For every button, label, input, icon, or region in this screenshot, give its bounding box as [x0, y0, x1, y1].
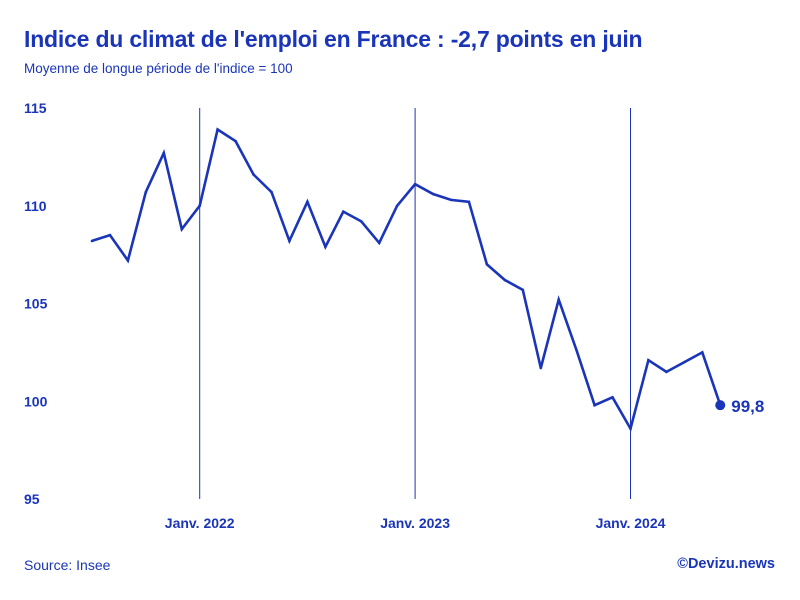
data-point — [198, 204, 201, 208]
data-point — [503, 278, 507, 282]
data-point — [126, 259, 130, 262]
chart-title: Indice du climat de l'emploi en France :… — [24, 26, 643, 52]
data-point — [306, 200, 309, 204]
data-point — [90, 239, 94, 243]
data-point — [270, 190, 273, 194]
data-point — [162, 151, 166, 155]
x-tick-label: Janv. 2024 — [596, 515, 666, 531]
data-point — [180, 227, 184, 231]
data-point — [557, 298, 560, 301]
data-point — [234, 139, 237, 143]
data-point — [395, 204, 399, 208]
data-point — [359, 220, 363, 223]
data-point — [665, 370, 668, 374]
data-point — [288, 239, 291, 243]
y-tick-label: 95 — [24, 491, 40, 507]
data-point — [449, 198, 453, 202]
x-tick-label: Janv. 2022 — [165, 515, 235, 531]
data-point — [647, 358, 650, 362]
chart-subtitle: Moyenne de longue période de l'indice = … — [24, 61, 293, 76]
data-point — [431, 192, 435, 196]
data-point — [467, 200, 471, 204]
data-point — [413, 182, 417, 186]
y-tick-label: 115 — [24, 100, 47, 116]
data-point — [485, 263, 489, 266]
y-tick-label: 110 — [24, 198, 47, 214]
data-point — [521, 288, 525, 292]
data-point — [216, 128, 219, 131]
data-point — [144, 190, 148, 194]
data-point — [629, 427, 632, 430]
last-point-marker — [715, 400, 726, 411]
data-point — [611, 396, 614, 399]
series-line — [91, 127, 722, 432]
last-point-label: 99,8 — [731, 397, 764, 416]
y-tick-label: 100 — [24, 393, 48, 409]
brand-label: ©Devizu.news — [677, 556, 775, 572]
source-label: Source: Insee — [24, 557, 111, 573]
data-point — [342, 210, 345, 213]
x-tick-label: Janv. 2023 — [380, 515, 450, 531]
data-point — [252, 173, 255, 176]
data-point — [683, 360, 686, 364]
data-point — [539, 366, 543, 370]
y-tick-label: 105 — [24, 296, 48, 312]
data-point — [575, 349, 578, 352]
data-point — [701, 351, 704, 354]
data-point — [108, 233, 112, 237]
data-point — [324, 245, 327, 249]
data-point — [593, 403, 596, 407]
data-point — [377, 241, 381, 245]
